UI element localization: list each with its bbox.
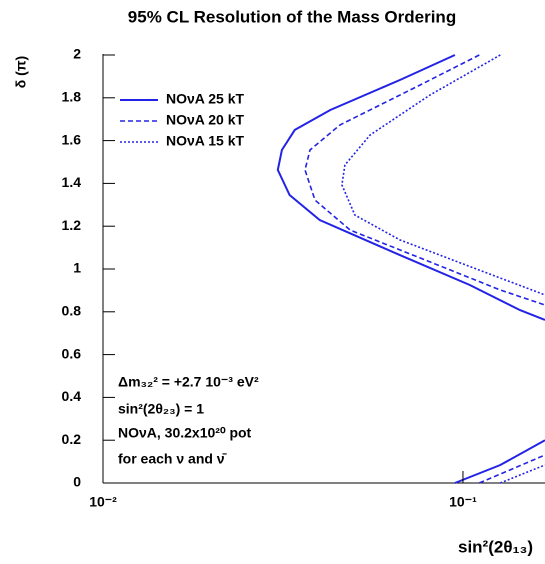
y-tick-label: 0.2 <box>62 431 82 447</box>
x-tick-label: 10⁻¹ <box>449 494 477 510</box>
series-line <box>276 54 545 484</box>
legend-label: NOνA 15 kT <box>166 133 245 149</box>
annotation: Δm₃₂² = +2.7 10⁻³ eV² <box>118 374 259 390</box>
series-line <box>304 54 545 484</box>
y-tick-label: 1.8 <box>62 89 82 105</box>
y-tick-label: 1 <box>73 260 81 276</box>
y-tick-label: 1.4 <box>62 174 82 190</box>
plot-area <box>276 54 545 484</box>
y-tick-label: 1.2 <box>62 217 82 233</box>
y-tick-label: 0.6 <box>62 345 82 361</box>
y-axis-title: δ (π) <box>13 56 29 88</box>
annotation: for each ν and ν̄ <box>118 451 228 467</box>
legend-label: NOνA 20 kT <box>166 112 245 128</box>
chart-title: 95% CL Resolution of the Mass Ordering <box>128 7 456 26</box>
annotation: sin²(2θ₂₃) = 1 <box>118 401 204 417</box>
y-tick-label: 0.8 <box>62 303 82 319</box>
x-axis-title: sin²(2θ₁₃) <box>458 537 533 556</box>
series-line <box>341 54 545 484</box>
y-tick-label: 0 <box>73 474 81 490</box>
x-tick-label: 10⁻² <box>89 494 117 510</box>
annotation: NOνA, 30.2x10²⁰ pot <box>118 425 252 441</box>
y-tick-label: 0.4 <box>62 388 82 404</box>
y-tick-label: 2 <box>73 46 81 62</box>
y-tick-label: 1.6 <box>62 131 82 147</box>
legend-label: NOνA 25 kT <box>166 91 245 107</box>
